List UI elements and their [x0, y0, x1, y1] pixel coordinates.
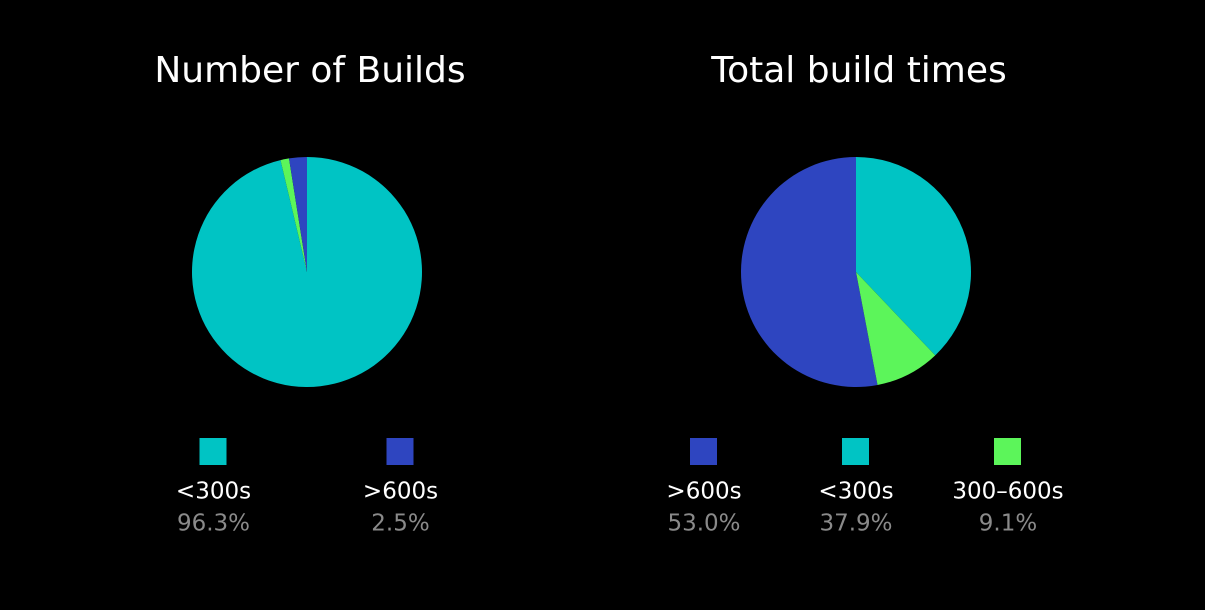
legend-swatch	[199, 438, 227, 465]
pie-slice	[289, 157, 307, 272]
value-label: 37.9%	[819, 511, 892, 537]
chart-title: Number of Builds	[154, 50, 465, 91]
legend-label: >600s	[363, 479, 438, 505]
pie-slice	[856, 157, 972, 356]
value-label: 96.3%	[177, 511, 250, 537]
pie-slice	[191, 157, 422, 387]
value-label: 53.0%	[667, 511, 740, 537]
pie-slice	[856, 272, 936, 385]
legend-label: <300s	[176, 479, 251, 505]
legend-swatch	[386, 438, 414, 465]
pie-slice	[741, 157, 878, 387]
legend-label: 300–600s	[952, 479, 1063, 505]
legend-label: <300s	[818, 479, 893, 505]
value-label: 9.1%	[979, 511, 1037, 537]
chart-title: Total build times	[710, 50, 1007, 91]
legend-label: >600s	[666, 479, 741, 505]
pie-slice	[280, 158, 307, 272]
value-label: 2.5%	[371, 511, 429, 537]
legend-swatch	[994, 438, 1021, 465]
legend-swatch	[842, 438, 869, 465]
legend-swatch	[690, 438, 717, 465]
